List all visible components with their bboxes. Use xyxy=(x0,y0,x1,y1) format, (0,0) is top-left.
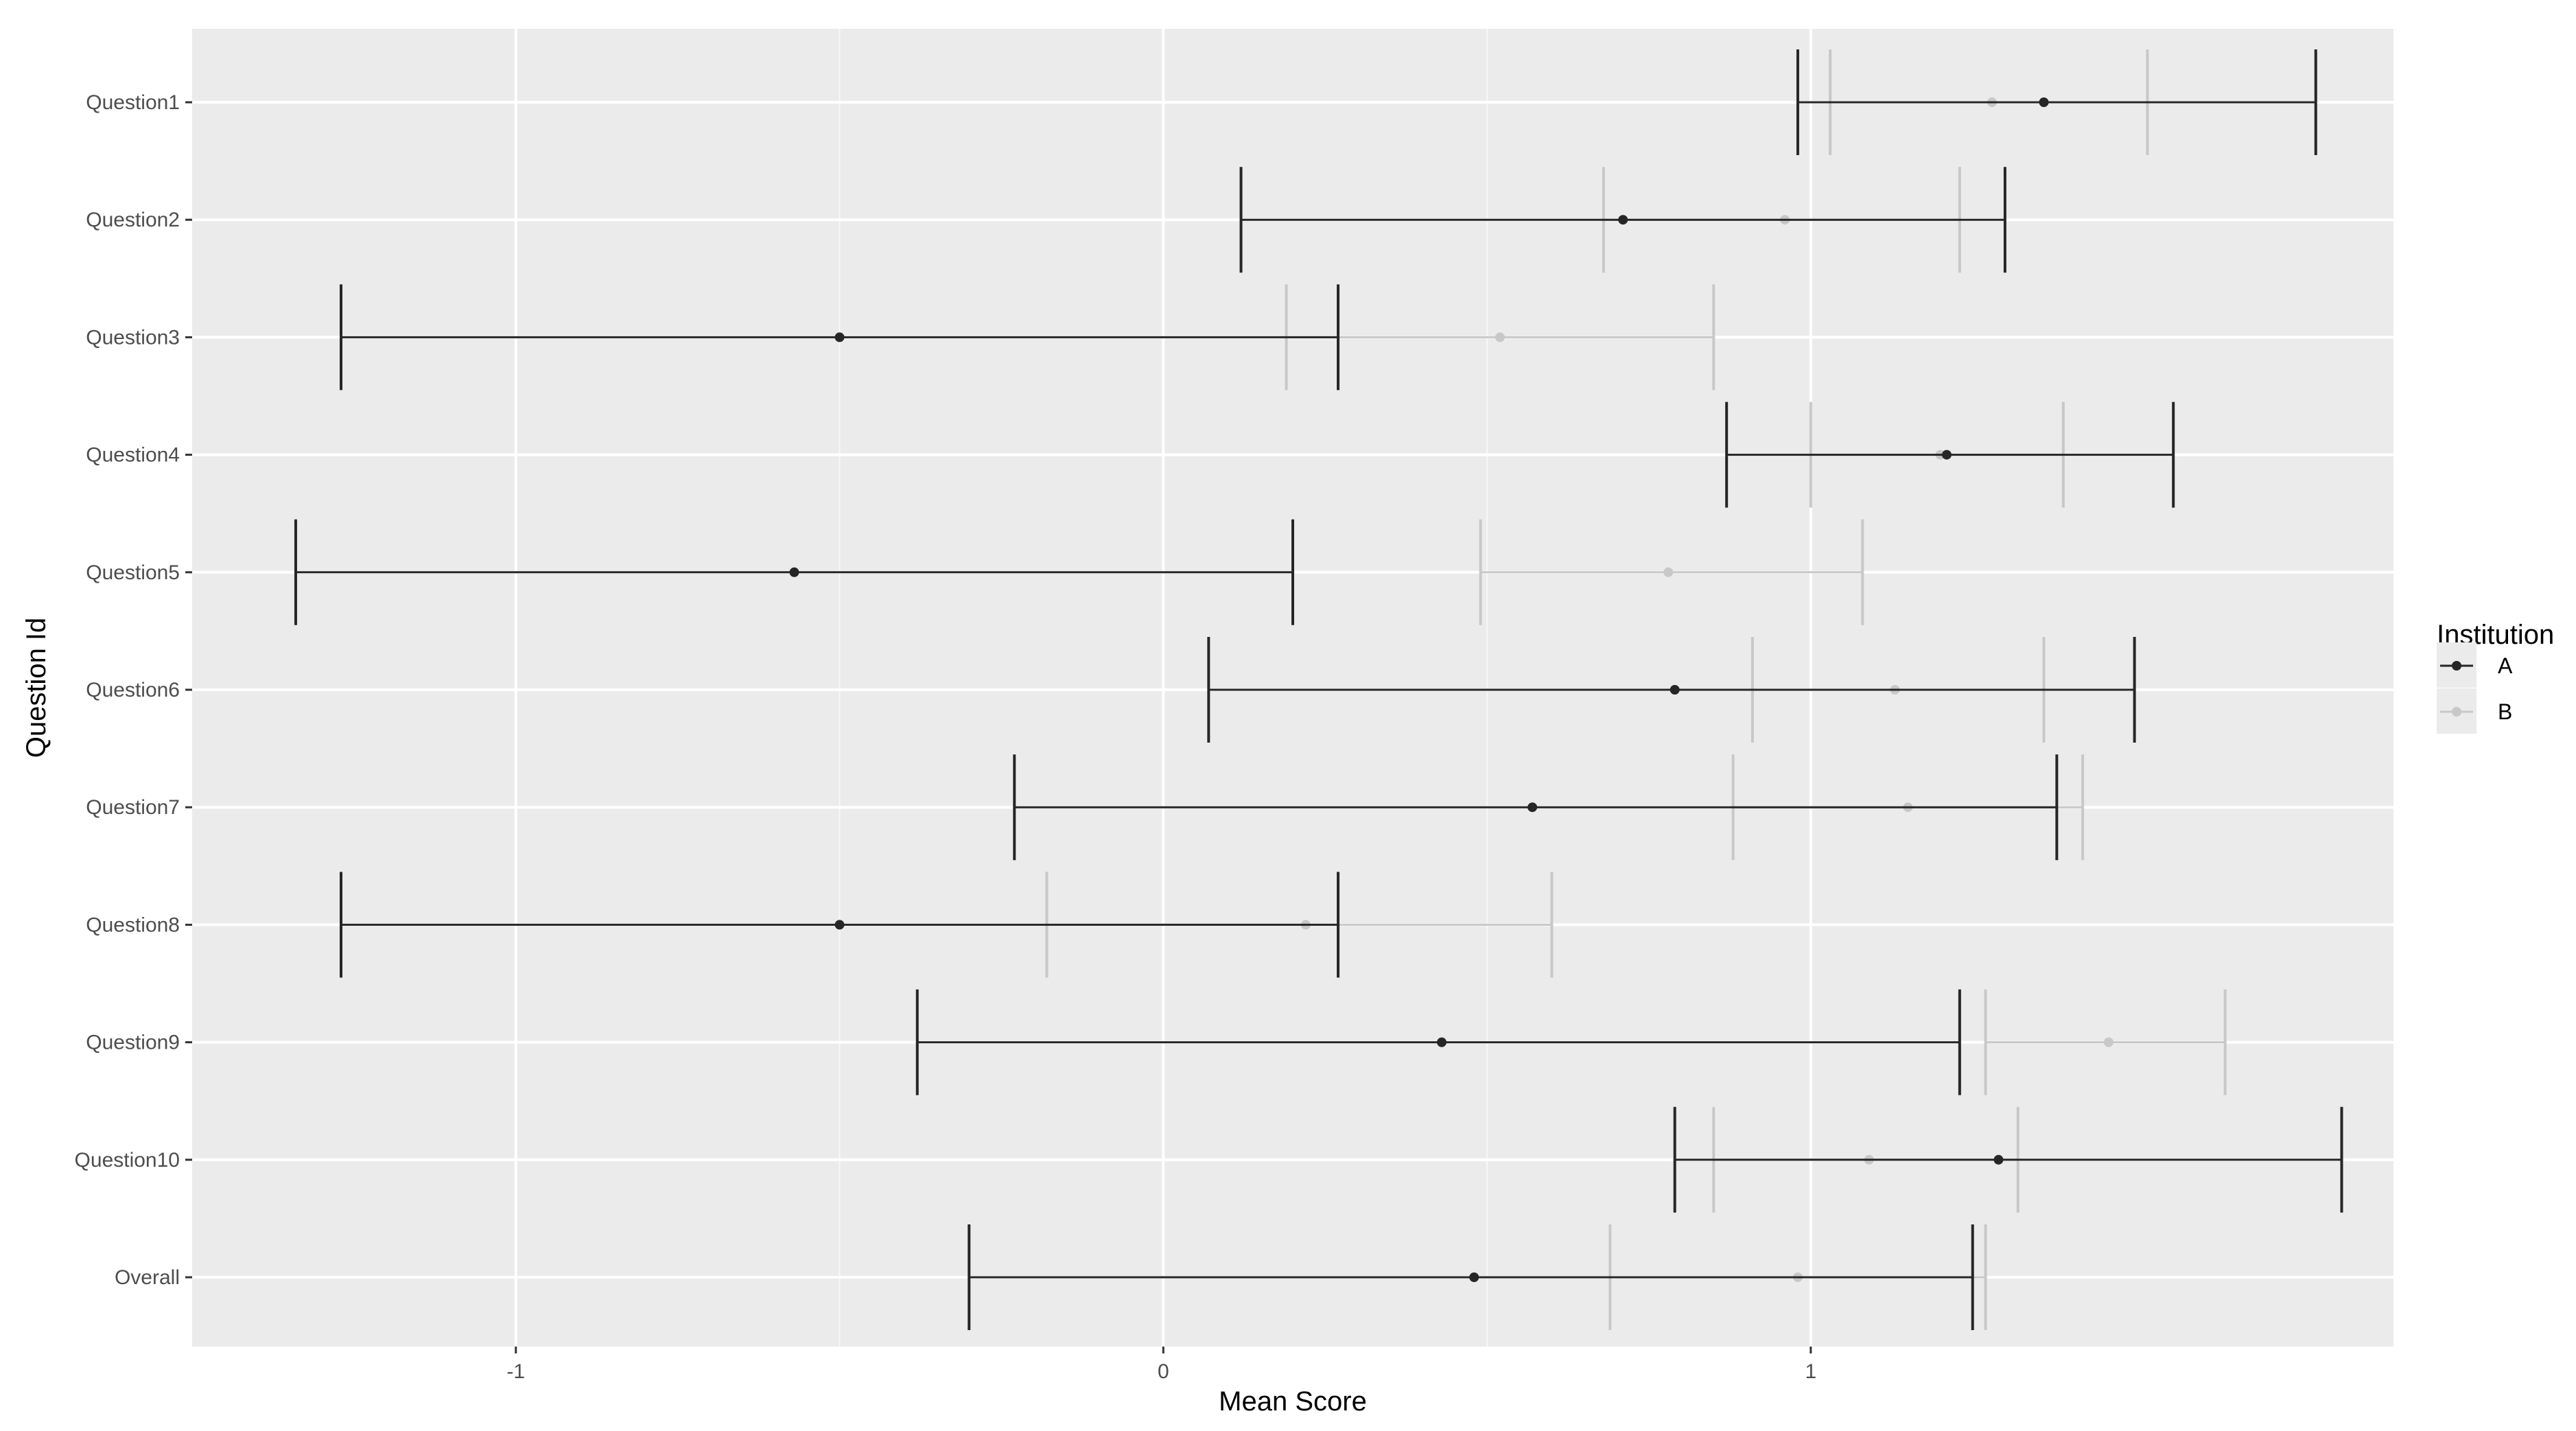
mean-point-A xyxy=(1469,1272,1479,1282)
error-bar-A xyxy=(1013,754,2059,861)
mean-point-A xyxy=(1993,1154,2004,1165)
mean-point-B xyxy=(1495,332,1505,342)
y-tick-label: Question4 xyxy=(86,444,180,467)
legend-key-point xyxy=(2452,707,2461,717)
mean-point-A xyxy=(1437,1037,1447,1047)
mean-point-A xyxy=(2039,97,2049,107)
mean-point-A xyxy=(1670,685,1680,695)
axis-tick-labels: -1 0 1 Question1 Question2 Question3 Question4… xyxy=(75,91,1817,1383)
mean-point-A xyxy=(1618,215,1628,225)
x-tick-label: -1 xyxy=(506,1360,525,1383)
error-bar-B xyxy=(1984,989,2227,1095)
x-tick-label: 0 xyxy=(1158,1360,1169,1383)
y-tick-label: Question9 xyxy=(86,1032,180,1054)
mean-point-A xyxy=(789,567,799,577)
axis-ticks xyxy=(185,101,1812,1353)
error-bar-A xyxy=(340,284,1340,391)
x-tick-label: 1 xyxy=(1805,1360,1816,1383)
y-tick-label: Question8 xyxy=(86,914,180,936)
mean-point-B xyxy=(2103,1037,2114,1047)
mean-point-A xyxy=(834,920,845,930)
y-tick-label: Question1 xyxy=(86,91,180,114)
series-layer xyxy=(294,49,2343,1330)
y-tick-label: Overall xyxy=(115,1266,180,1289)
error-bar-A xyxy=(294,519,1294,625)
error-bar-A xyxy=(1207,637,2136,743)
panel-background xyxy=(192,29,2393,1347)
error-bar-A xyxy=(915,989,1961,1095)
y-tick-label: Question5 xyxy=(86,561,180,584)
legend-key-B: B xyxy=(2437,688,2512,734)
legend-keys: AB xyxy=(2437,642,2513,734)
mean-point-A xyxy=(1527,802,1538,813)
legend-label: A xyxy=(2498,653,2513,678)
x-axis-title: Mean Score xyxy=(1219,1386,1367,1417)
error-bar-A xyxy=(340,872,1340,978)
y-tick-label: Question3 xyxy=(86,326,180,349)
minor-gridlines xyxy=(839,29,1488,1347)
error-bar-B xyxy=(1479,519,1864,625)
legend: Institution AB xyxy=(2437,620,2554,734)
error-bar-A xyxy=(1239,167,2006,273)
legend-key-A: A xyxy=(2437,642,2513,688)
legend-label: B xyxy=(2498,699,2512,724)
mean-point-B xyxy=(1663,567,1674,577)
error-bar-A xyxy=(1796,49,2317,155)
y-axis-title: Question Id xyxy=(21,618,51,758)
error-bar-A xyxy=(1725,402,2175,508)
error-bar-A xyxy=(968,1224,1974,1330)
error-bar-A xyxy=(1673,1106,2343,1213)
y-tick-label: Question10 xyxy=(75,1149,180,1172)
mean-point-A xyxy=(834,332,845,342)
legend-key-point xyxy=(2452,661,2461,671)
mean-point-A xyxy=(1941,450,1952,460)
y-tick-label: Question7 xyxy=(86,796,180,819)
y-tick-label: Question2 xyxy=(86,209,180,231)
y-tick-label: Question6 xyxy=(86,679,180,701)
